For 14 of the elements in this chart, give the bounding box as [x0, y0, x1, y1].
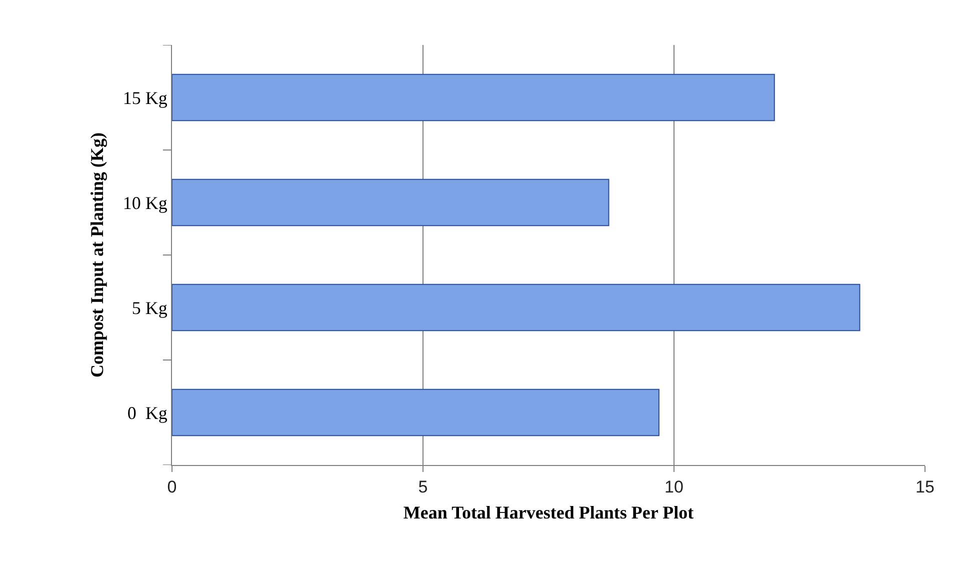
y-tick-label: 0 Kg	[127, 402, 168, 423]
x-tick-label: 15	[916, 477, 934, 496]
y-tick-label: 5 Kg	[132, 298, 168, 318]
bar	[172, 284, 860, 332]
bar	[172, 74, 775, 122]
x-tick-label: 5	[418, 477, 428, 496]
x-tick-label: 10	[664, 477, 684, 496]
x-axis-title: Mean Total Harvested Plants Per Plot	[403, 502, 694, 522]
y-tick-label: 10 Kg	[122, 192, 168, 213]
x-tick-label: 0	[167, 477, 177, 496]
bar	[172, 178, 610, 226]
y-tick-label: 15 Kg	[122, 88, 168, 108]
y-axis-title: Compost Input at Planting (Kg)	[87, 132, 108, 378]
bar	[172, 388, 660, 436]
